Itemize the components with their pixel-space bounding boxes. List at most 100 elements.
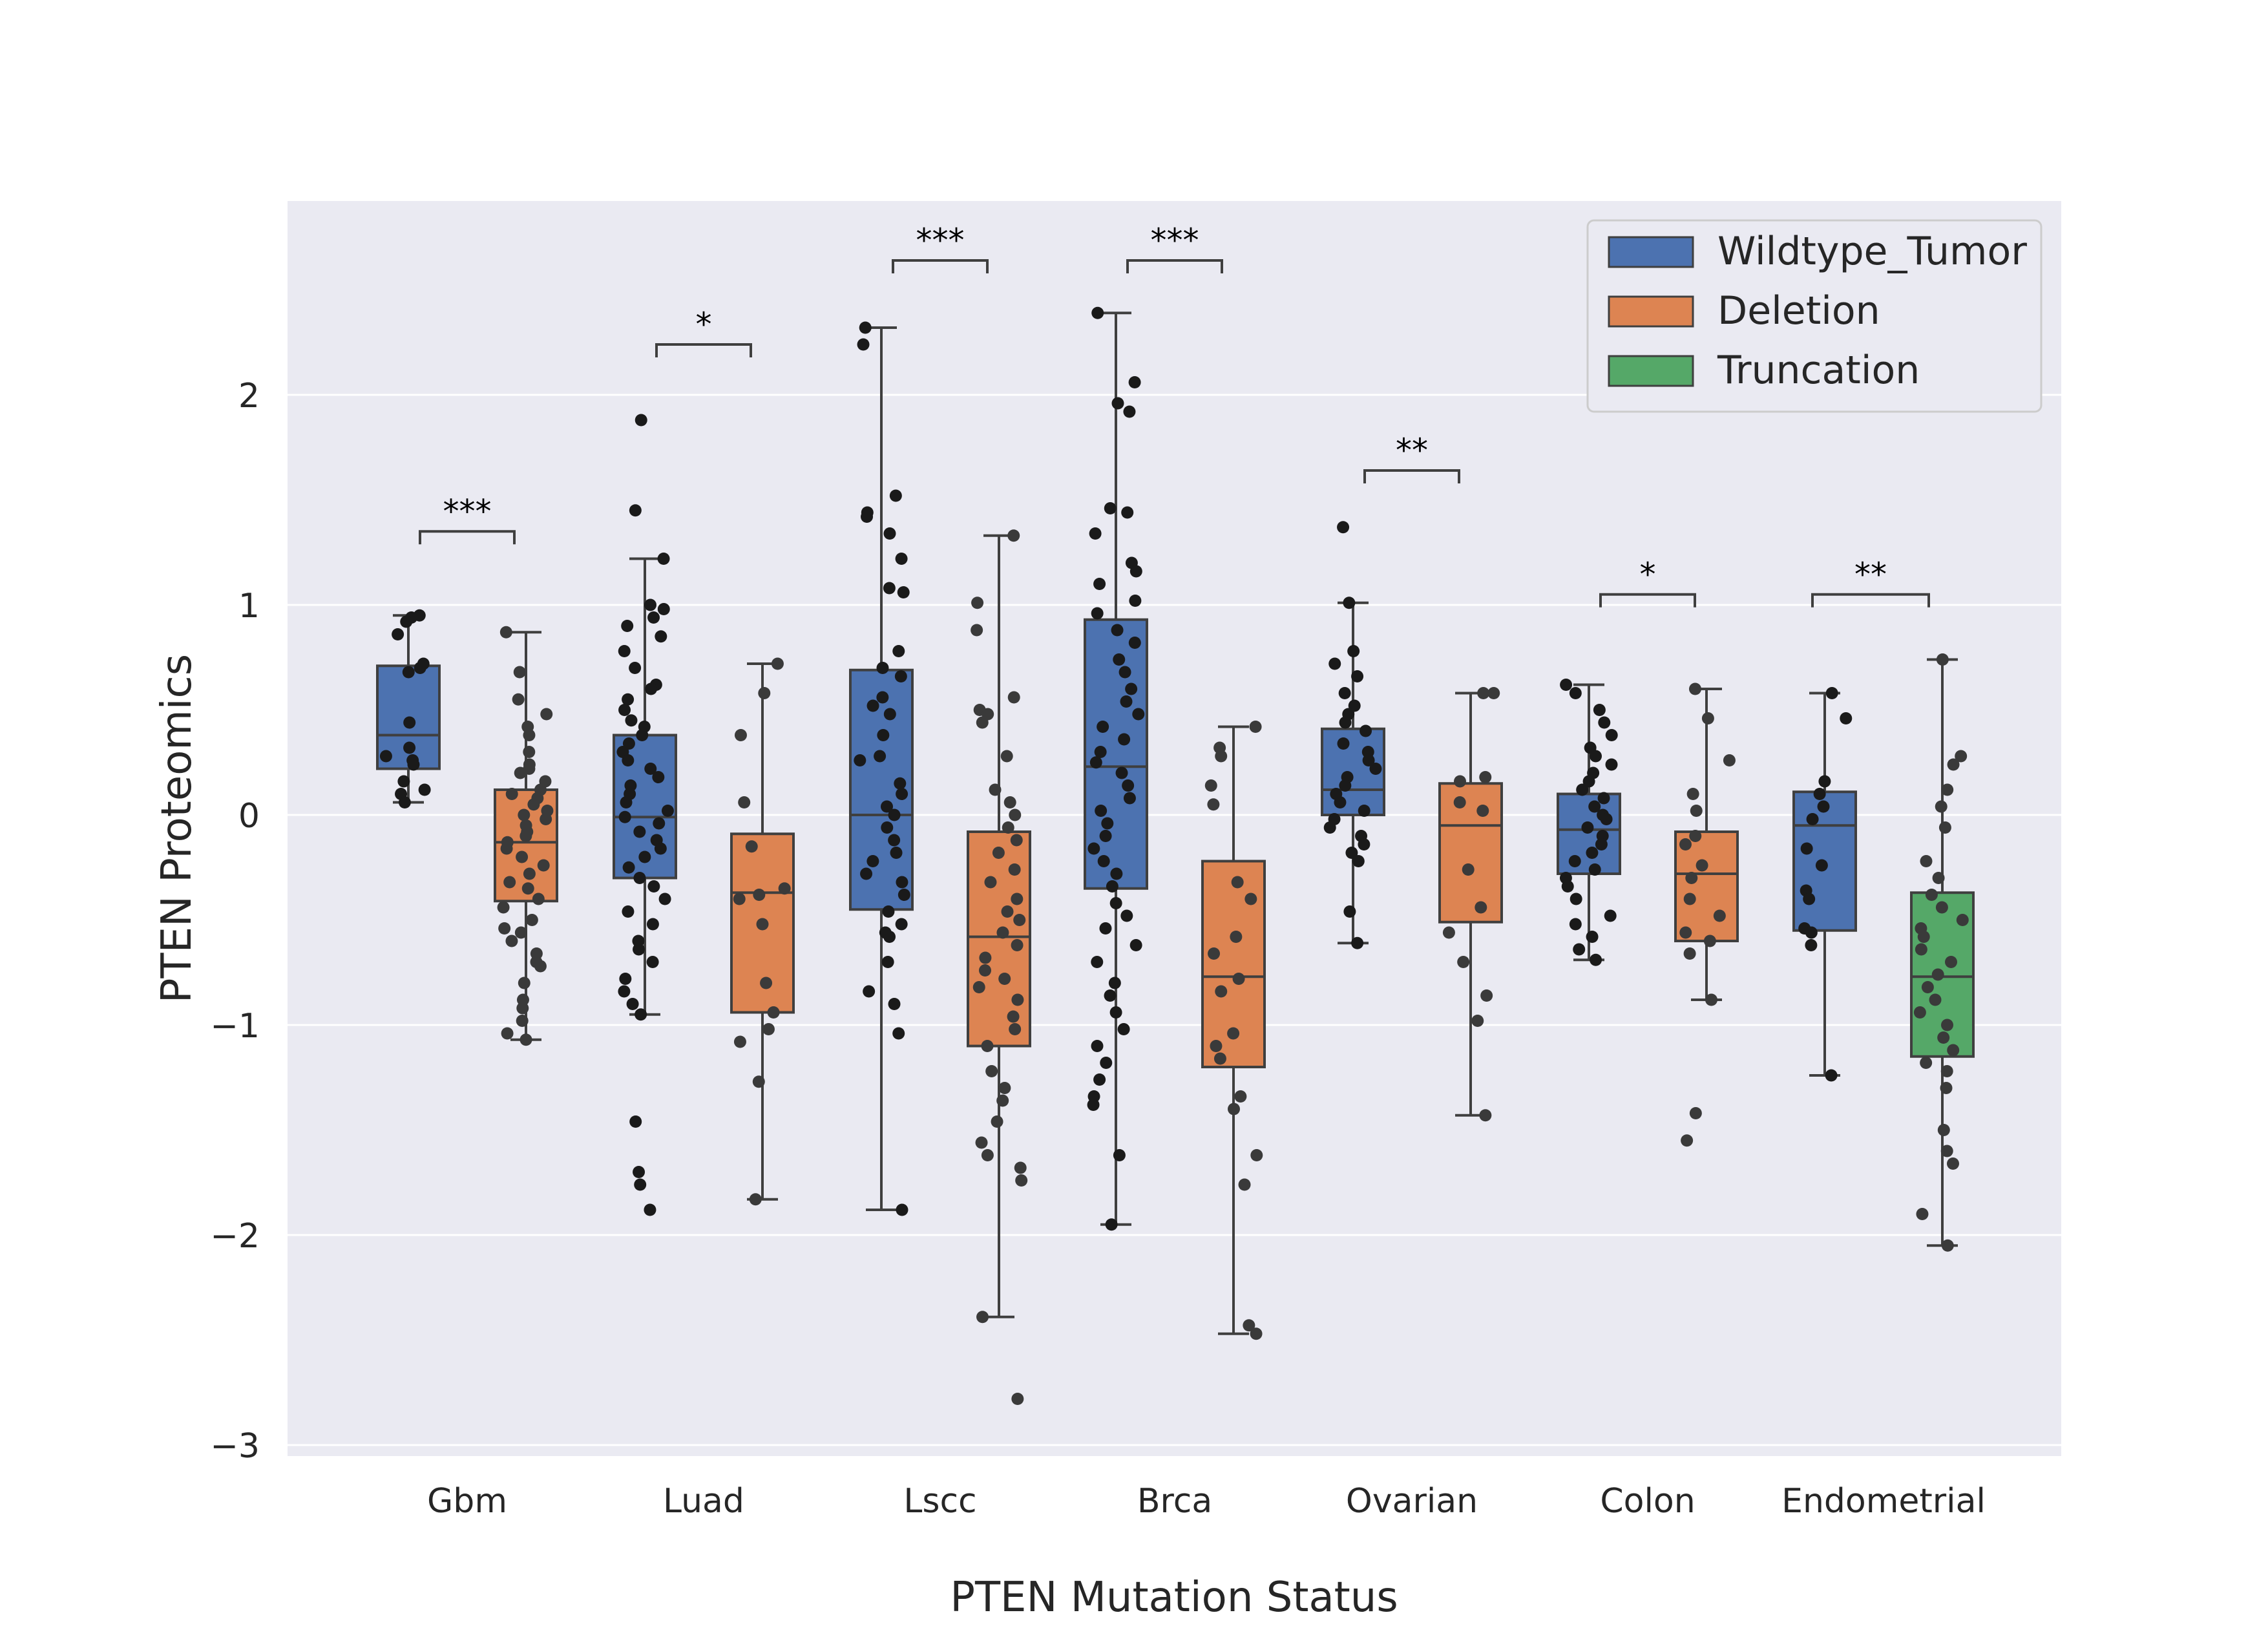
significance-label: ** [1854,556,1887,593]
data-point [976,716,989,729]
data-point [996,1094,1009,1107]
data-point [1803,893,1816,905]
data-point [1586,847,1599,859]
data-point [1689,1107,1702,1119]
data-point [1089,756,1102,769]
data-point [1600,813,1613,825]
data-point [1920,855,1933,867]
data-point [877,729,890,741]
data-point [1937,1031,1950,1044]
data-point [1703,935,1716,947]
data-point [622,693,635,706]
data-point [996,926,1009,939]
data-point [407,758,420,771]
data-point [1442,926,1455,939]
data-point [888,834,901,847]
data-point [1588,863,1601,876]
data-point [1681,1134,1694,1147]
data-point [633,943,646,956]
data-point [1099,922,1112,935]
data-point [1337,521,1350,534]
data-point [1351,670,1364,682]
data-point [1106,880,1118,893]
data-point [1105,1218,1118,1231]
data-point [1690,805,1703,817]
data-point [1462,863,1475,876]
data-point [881,821,894,834]
data-point [998,1082,1011,1094]
data-point [1113,1149,1126,1161]
data-point [1337,737,1350,750]
data-point [1595,838,1608,850]
data-point [1110,867,1123,880]
data-point [516,1002,529,1015]
data-point [1089,527,1102,540]
data-point [516,850,529,863]
data-point [1800,842,1813,855]
significance-bracket [892,259,989,273]
data-point [1210,1040,1223,1052]
data-point [1108,977,1121,989]
legend-frame [1586,219,2042,413]
data-point [402,666,415,679]
data-point [881,800,894,813]
data-point [1921,981,1934,993]
data-point [756,918,769,931]
data-point [514,766,527,779]
data-point [418,783,431,796]
data-point [618,810,631,823]
data-point [618,704,631,716]
data-point [1011,939,1024,951]
data-point [892,1027,905,1040]
data-point [1011,1393,1024,1405]
data-point [1688,682,1701,695]
data-point [1087,842,1100,855]
data-point [1121,506,1134,519]
data-point [638,850,651,863]
significance-lscc: *** [892,222,989,273]
significance-annotations: ******* ****** ** [419,222,1930,607]
data-point [1475,901,1487,914]
data-point [898,889,910,901]
data-point [1813,788,1826,800]
box-iqr [967,830,1031,1048]
data-point [622,905,635,918]
data-point [1598,716,1611,729]
legend-item-deletion: Deletion [1608,288,1880,333]
data-point [516,1015,529,1027]
data-point [1586,931,1599,943]
data-point [861,511,874,523]
data-point [888,998,901,1010]
data-point [859,321,872,334]
data-point [1128,376,1141,388]
significance-ovarian: ** [1363,432,1460,483]
data-point [619,973,632,985]
data-point [1576,783,1589,796]
data-point [1351,936,1364,949]
data-point [634,1178,647,1191]
data-point [1940,1019,1953,1031]
legend-swatch [1608,236,1694,268]
data-point [1097,855,1110,867]
data-point [497,901,510,914]
data-point [1471,1015,1484,1027]
data-point [1009,1023,1022,1035]
data-point [896,1203,908,1216]
data-point [979,951,992,964]
x-tick-label-ovarian: Ovarian [1346,1482,1478,1521]
data-point [876,691,889,704]
data-point [1091,607,1104,620]
data-point [1935,901,1948,914]
data-point [1011,893,1024,905]
data-point [1590,750,1602,763]
data-point [1955,750,1968,763]
x-axis-ticks: Gbm Luad Lscc Brca Ovarian Colon Endometrial [427,1482,1986,1521]
data-point [655,630,667,643]
data-point [1215,985,1228,998]
data-point [1227,1027,1240,1040]
data-point [521,882,534,895]
data-point [883,931,896,943]
data-point [518,808,530,821]
data-point [532,893,545,905]
data-point [894,777,907,790]
